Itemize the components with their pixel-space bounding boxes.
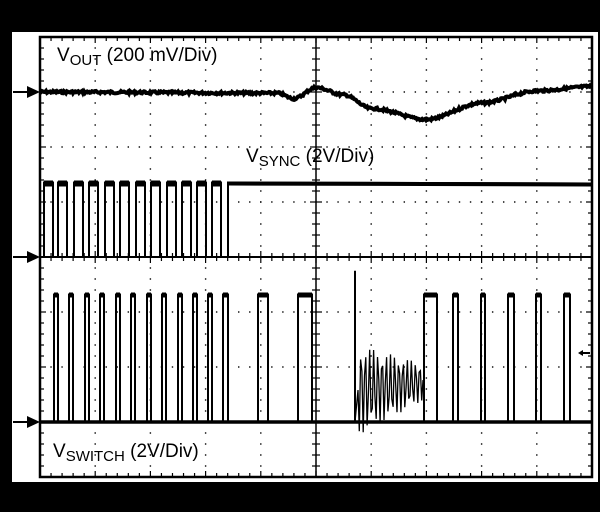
- vout-label: VOUT (200 mV/Div): [57, 45, 218, 69]
- traces: [39, 82, 594, 433]
- vswitch-label: VSWITCH (2V/Div): [53, 441, 199, 465]
- markers: [13, 86, 590, 428]
- vsync-label: VSYNC (2V/Div): [246, 146, 375, 170]
